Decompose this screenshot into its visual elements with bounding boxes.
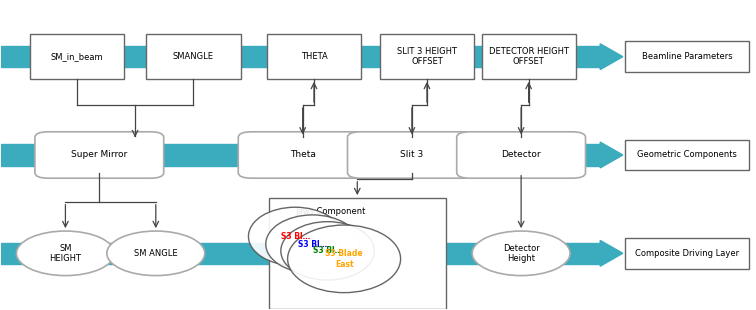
Ellipse shape — [266, 215, 359, 273]
Ellipse shape — [249, 207, 342, 266]
Text: SMANGLE: SMANGLE — [173, 52, 214, 61]
Ellipse shape — [107, 231, 205, 276]
Text: Theta: Theta — [290, 150, 315, 160]
Text: Detector: Detector — [501, 150, 541, 160]
Text: THETA: THETA — [301, 52, 327, 61]
Text: Geometric Components: Geometric Components — [637, 150, 737, 160]
Text: SLIT 3 HEIGHT
OFFSET: SLIT 3 HEIGHT OFFSET — [397, 47, 457, 66]
Text: SM ANGLE: SM ANGLE — [134, 249, 178, 258]
Text: DETECTOR HEIGHT
OFFSET: DETECTOR HEIGHT OFFSET — [488, 47, 569, 66]
Text: Composite Driving Layer: Composite Driving Layer — [635, 249, 739, 258]
Bar — [624, 41, 749, 72]
Ellipse shape — [472, 231, 570, 276]
Bar — [267, 34, 361, 79]
Bar — [624, 140, 749, 170]
Text: SM
HEIGHT: SM HEIGHT — [49, 244, 82, 263]
Bar — [2, 144, 600, 166]
Bar — [380, 34, 474, 79]
Text: S3 Bl…: S3 Bl… — [313, 246, 342, 255]
Bar — [2, 46, 600, 68]
Ellipse shape — [287, 225, 401, 293]
Text: S3 Bl…: S3 Bl… — [280, 232, 310, 241]
FancyBboxPatch shape — [35, 132, 164, 178]
FancyBboxPatch shape — [348, 132, 476, 178]
Text: S3 Bl…: S3 Bl… — [298, 240, 327, 249]
FancyArrow shape — [600, 142, 623, 168]
Text: Slit 3: Slit 3 — [400, 150, 423, 160]
Bar — [29, 34, 124, 79]
Ellipse shape — [280, 222, 374, 280]
FancyBboxPatch shape — [238, 132, 367, 178]
Bar — [482, 34, 576, 79]
Bar — [2, 242, 600, 264]
Bar — [147, 34, 240, 79]
FancyBboxPatch shape — [457, 132, 585, 178]
Bar — [269, 198, 446, 309]
FancyArrow shape — [600, 241, 623, 266]
Ellipse shape — [17, 231, 114, 276]
Text: Jaws Component: Jaws Component — [296, 207, 366, 216]
Text: Beamline Parameters: Beamline Parameters — [642, 52, 732, 61]
Text: SM_in_beam: SM_in_beam — [51, 52, 103, 61]
Bar — [624, 238, 749, 269]
Text: Super Mirror: Super Mirror — [71, 150, 128, 160]
FancyArrow shape — [600, 44, 623, 69]
Text: Detector
Height: Detector Height — [503, 244, 540, 263]
Text: S3 Blade
East: S3 Blade East — [325, 249, 363, 268]
